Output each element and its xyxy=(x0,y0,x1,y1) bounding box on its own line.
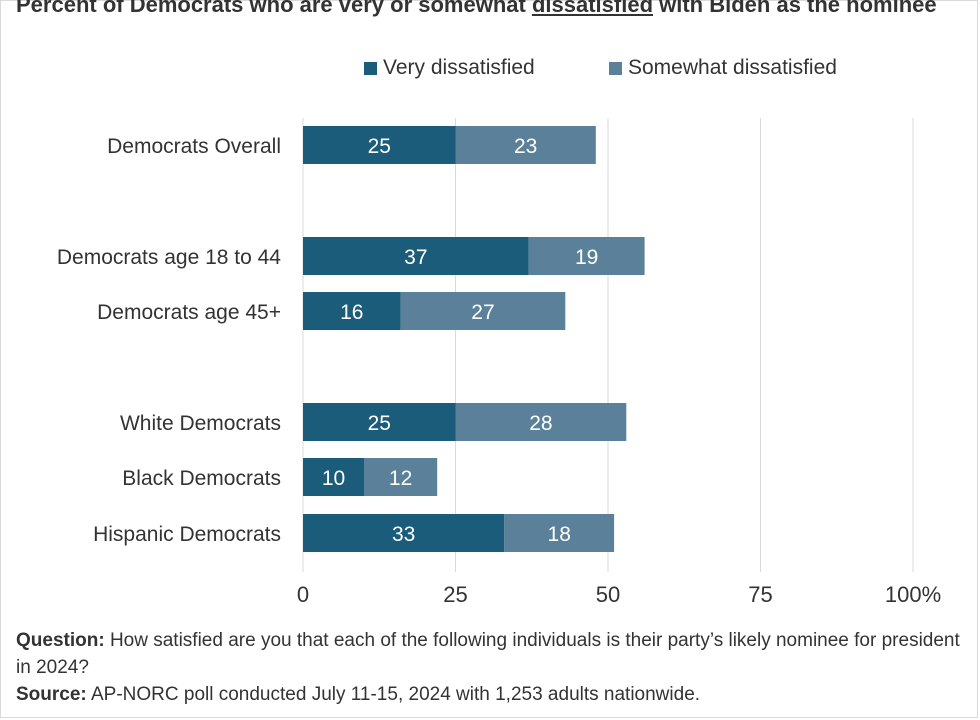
bar-very xyxy=(303,403,456,441)
source-text: AP-NORC poll conducted July 11-15, 2024 … xyxy=(86,684,701,705)
bar-chart: 0 25 50 75 100% Democrats Overall 25 23 Democrat… xyxy=(57,118,941,607)
bar-somewhat xyxy=(364,458,438,496)
x-tick-label: 100% xyxy=(885,582,941,607)
bar-somewhat xyxy=(455,403,627,441)
data-label-very: 10 xyxy=(322,467,345,490)
legend-swatch-somewhat xyxy=(609,61,622,75)
category-label: Democrats Overall xyxy=(107,135,281,158)
bar-somewhat xyxy=(455,126,596,164)
legend-swatch-very xyxy=(364,61,377,75)
question-label: Question: xyxy=(16,630,105,651)
data-label-very: 16 xyxy=(340,301,363,324)
category-label: Democrats age 18 to 44 xyxy=(57,246,281,269)
chart-title: Percent of Democrats who are very or som… xyxy=(16,0,956,22)
category-label: Black Democrats xyxy=(122,467,281,490)
title-underlined-word: dissatisfied xyxy=(531,0,654,17)
bar-somewhat xyxy=(504,514,615,552)
category-label: White Democrats xyxy=(120,412,281,435)
bar-very xyxy=(303,126,456,164)
source-note: Source: AP-NORC poll conducted July 11-1… xyxy=(16,681,966,708)
footer: Question: How satisfied are you that eac… xyxy=(16,627,966,708)
bar-very xyxy=(303,514,505,552)
data-label-somewhat: 27 xyxy=(471,301,494,324)
legend-label-very: Very dissatisfied xyxy=(383,56,535,79)
category-label: Hispanic Democrats xyxy=(93,523,281,546)
source-label: Source: xyxy=(16,684,87,705)
title-suffix: with Biden as the nominee xyxy=(653,0,937,17)
x-tick-label: 50 xyxy=(596,582,620,607)
question-text: How satisfied are you that each of the f… xyxy=(16,630,960,678)
legend-item-somewhat: Somewhat dissatisfied xyxy=(609,56,837,80)
question-note: Question: How satisfied are you that eac… xyxy=(16,627,966,681)
legend-item-very: Very dissatisfied xyxy=(364,56,535,80)
data-label-very: 25 xyxy=(368,135,391,158)
x-tick-label: 0 xyxy=(297,582,309,607)
data-label-somewhat: 23 xyxy=(514,135,537,158)
data-label-somewhat: 18 xyxy=(548,523,571,546)
bar-somewhat xyxy=(528,237,645,275)
legend: Very dissatisfied Somewhat dissatisfied xyxy=(0,56,980,86)
bar-very xyxy=(303,237,529,275)
title-prefix: Percent of Democrats who are very or som… xyxy=(16,0,532,17)
data-label-very: 25 xyxy=(368,412,391,435)
category-label: Democrats age 45+ xyxy=(97,301,281,324)
data-label-very: 37 xyxy=(404,246,427,269)
data-label-somewhat: 28 xyxy=(529,412,552,435)
data-label-very: 33 xyxy=(392,523,415,546)
bar-somewhat xyxy=(400,292,566,330)
data-label-somewhat: 19 xyxy=(575,246,598,269)
x-tick-label: 25 xyxy=(443,582,467,607)
bar-very xyxy=(303,292,401,330)
data-label-somewhat: 12 xyxy=(389,467,412,490)
x-tick-label: 75 xyxy=(748,582,772,607)
bar-very xyxy=(303,458,364,496)
legend-label-somewhat: Somewhat dissatisfied xyxy=(628,56,837,79)
